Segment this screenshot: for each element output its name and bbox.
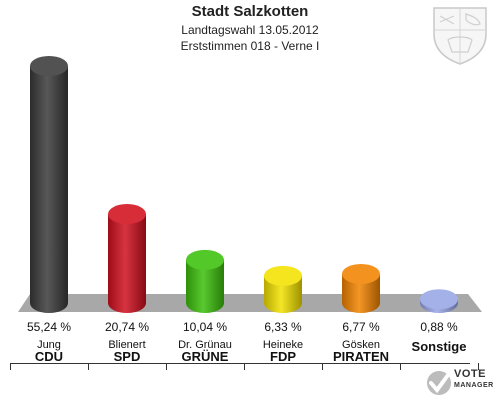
party-label: PIRATEN — [332, 349, 390, 364]
x-axis-tick — [478, 363, 479, 370]
chart-title: Stadt Salzkotten — [191, 3, 309, 20]
party-label: GRÜNE — [181, 349, 229, 364]
bar-grüne — [186, 249, 224, 313]
chart-subtitle-2: Erststimmen 018 - Verne I — [180, 39, 320, 53]
x-axis-tick — [10, 363, 11, 370]
x-axis-tick — [244, 363, 245, 370]
bar-piraten — [342, 263, 380, 313]
logo-text-vote: VOTE — [454, 368, 486, 380]
x-axis-tick — [88, 363, 89, 370]
candidate-label: Gösken — [342, 339, 380, 351]
chart-subtitle: Landtagswahl 13.05.2012 — [181, 23, 319, 37]
x-axis-tick — [322, 363, 323, 370]
candidate-label: Blienert — [108, 339, 146, 351]
chart-floor — [18, 294, 482, 312]
value-label: 6,77 % — [342, 320, 380, 334]
candidate-label: Dr. Grünau — [178, 339, 232, 351]
bar-spd — [108, 204, 146, 313]
party-label: Sonstige — [411, 339, 467, 354]
x-axis-line — [10, 363, 470, 364]
candidate-label: Jung — [37, 339, 61, 351]
party-label: FDP — [270, 349, 296, 364]
party-label: SPD — [113, 349, 141, 364]
party-label: CDU — [34, 349, 64, 364]
value-label: 0,88 % — [420, 320, 458, 334]
bar-sonstige — [420, 289, 458, 313]
bar-cdu — [30, 56, 68, 313]
coat-of-arms-icon — [433, 7, 487, 65]
value-label: 6,33 % — [264, 320, 302, 334]
vote-manager-logo — [427, 371, 451, 395]
value-label: 55,24 % — [26, 320, 72, 334]
x-axis-tick — [400, 363, 401, 370]
value-label: 20,74 % — [104, 320, 150, 334]
x-axis-tick — [166, 363, 167, 370]
logo-text-manager: MANAGER — [454, 382, 494, 389]
candidate-label: Heineke — [262, 339, 304, 351]
value-label: 10,04 % — [182, 320, 228, 334]
bar-fdp — [264, 265, 302, 313]
